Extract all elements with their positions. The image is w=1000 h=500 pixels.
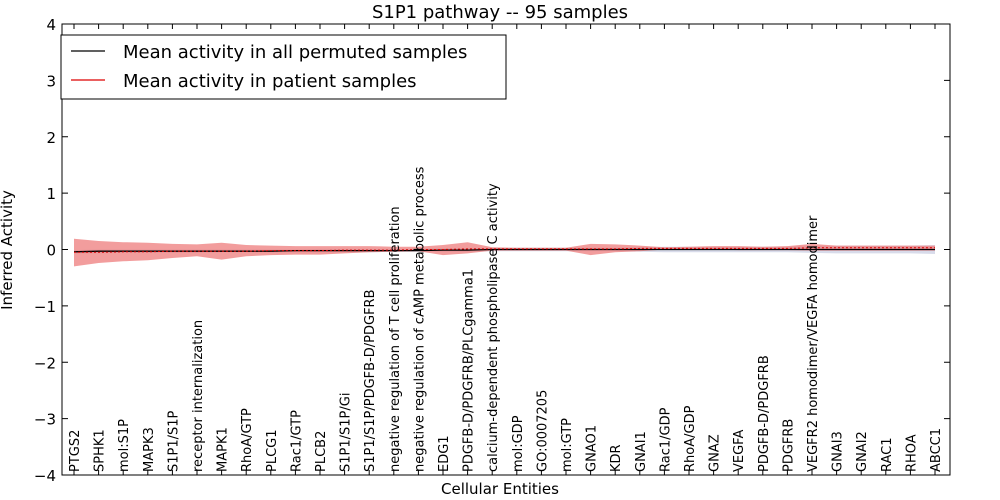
series-line-patient xyxy=(74,247,935,253)
x-tick-label: Rac1/GTP xyxy=(289,410,304,472)
x-tick-label: ABCC1 xyxy=(929,428,944,472)
x-tick-label: mol:GDP xyxy=(511,415,526,472)
legend: Mean activity in all permuted samples Me… xyxy=(60,34,507,100)
x-tick-label: mol:S1P xyxy=(117,419,132,472)
x-tick-label: PDGFB-D/PDGFRB xyxy=(757,355,772,472)
x-tick-label: PLCB2 xyxy=(314,431,329,472)
x-axis-label: Cellular Entities xyxy=(441,480,559,498)
x-tick-label: RhoA/GDP xyxy=(683,405,698,472)
x-tick-label: KDR xyxy=(609,444,624,472)
y-tick-label: 2 xyxy=(46,129,56,147)
legend-label-patient: Mean activity in patient samples xyxy=(123,71,417,92)
x-tick-label: MAPK3 xyxy=(142,427,157,472)
x-tick-label: S1P1/S1P/Gi xyxy=(339,393,354,472)
legend-box xyxy=(60,34,507,100)
x-tick-label: GNAZ xyxy=(708,434,723,472)
y-tick-label: −2 xyxy=(34,354,56,372)
x-tick-label: EDG1 xyxy=(437,435,452,472)
plot-area xyxy=(73,238,935,267)
series-line-permuted xyxy=(73,248,935,253)
x-tick-label: GNAI3 xyxy=(831,431,846,472)
y-tick-label: 4 xyxy=(46,16,56,34)
band-patient xyxy=(74,238,935,267)
x-tick-label: PTGS2 xyxy=(68,430,83,472)
x-tick-label: RhoA/GTP xyxy=(240,408,255,472)
legend-label-permuted: Mean activity in all permuted samples xyxy=(123,42,467,63)
x-tick-label: mol:GTP xyxy=(560,418,575,472)
x-tick-label: S1P1/S1P/PDGFB-D/PDGFRB xyxy=(363,289,378,472)
x-tick-label: RAC1 xyxy=(880,437,895,472)
x-tick-label: negative regulation of T cell proliferat… xyxy=(388,206,403,472)
y-tick-label: 1 xyxy=(46,185,56,203)
x-tick-label: GO:0007205 xyxy=(535,390,550,472)
y-tick-label: 3 xyxy=(46,72,56,90)
x-tick-label: GNAI2 xyxy=(855,431,870,472)
y-tick-label: 0 xyxy=(46,242,56,260)
x-tick-label: receptor internalization xyxy=(191,320,206,472)
x-tick-label: SPHK1 xyxy=(93,429,108,472)
y-tick-label: −3 xyxy=(34,411,56,429)
x-tick-label: calcium-dependent phospholipase C activi… xyxy=(486,183,501,472)
y-tick-label: −4 xyxy=(34,467,56,485)
axes: 4 3 2 1 0 −1 −2 −3 −4 PTGS2 SPHK1 mol:S1P MAPK3 S1P1/… xyxy=(34,16,951,485)
x-tick-label: Rac1/GDP xyxy=(658,407,673,472)
x-tick-label: GNAO1 xyxy=(585,425,600,472)
chart-title: S1P1 pathway -- 95 samples xyxy=(372,2,628,23)
x-tick-label: GNAI1 xyxy=(634,431,649,472)
x-tick-label: VEGFR2 homodimer/VEGFA homodimer xyxy=(806,215,821,472)
x-tick-label: PDGFRB xyxy=(781,419,796,472)
y-axis-label: Inferred Activity xyxy=(0,190,16,310)
x-tick-label: MAPK1 xyxy=(216,427,231,472)
x-tick-label: VEGFA xyxy=(732,430,747,472)
x-tick-label: PLCG1 xyxy=(265,429,280,472)
x-tick-label: negative regulation of cAMP metabolic pr… xyxy=(412,166,427,472)
y-tick-label: −1 xyxy=(34,298,56,316)
x-tick-label: PDGFB-D/PDGFRB/PLCgamma1 xyxy=(462,269,477,472)
x-tick-label: RHOA xyxy=(904,434,919,472)
x-tick-label: S1P1/S1P xyxy=(166,410,181,472)
